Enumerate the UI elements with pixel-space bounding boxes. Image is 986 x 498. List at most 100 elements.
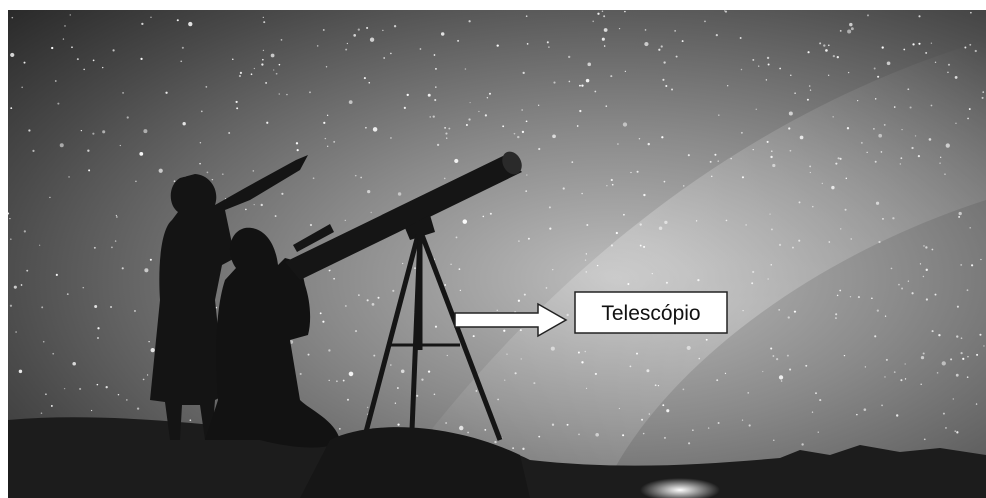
- star: [745, 224, 747, 226]
- star: [840, 30, 842, 32]
- star: [10, 238, 12, 240]
- star: [900, 379, 902, 381]
- star: [429, 116, 431, 118]
- star: [378, 297, 380, 299]
- star: [923, 276, 924, 277]
- star: [714, 154, 716, 156]
- star: [323, 122, 325, 124]
- star: [239, 75, 241, 77]
- star: [261, 63, 263, 65]
- star: [619, 408, 620, 409]
- star: [788, 127, 790, 129]
- star: [207, 171, 209, 173]
- star: [94, 247, 96, 249]
- star: [956, 431, 958, 433]
- star: [822, 183, 823, 184]
- star: [437, 144, 439, 146]
- star: [581, 361, 583, 363]
- star: [434, 99, 436, 101]
- star: [807, 99, 809, 101]
- star: [349, 100, 353, 104]
- star: [948, 64, 950, 66]
- star: [794, 311, 796, 313]
- star: [595, 373, 597, 375]
- star: [276, 73, 278, 75]
- star: [823, 44, 825, 46]
- star: [708, 427, 709, 428]
- star: [844, 355, 845, 356]
- star: [840, 228, 841, 229]
- star: [956, 335, 958, 337]
- star: [630, 366, 632, 368]
- star: [918, 43, 920, 45]
- star: [595, 433, 599, 437]
- star: [485, 114, 487, 116]
- star: [441, 32, 444, 35]
- star: [266, 122, 268, 124]
- star: [490, 213, 492, 215]
- star: [586, 79, 590, 83]
- star: [32, 150, 34, 152]
- star: [901, 287, 903, 289]
- star: [789, 369, 791, 371]
- star: [569, 81, 571, 83]
- star: [931, 105, 933, 107]
- star: [655, 384, 657, 386]
- star: [682, 389, 684, 391]
- star: [835, 313, 837, 315]
- star: [433, 115, 435, 117]
- star: [967, 289, 969, 291]
- star: [118, 394, 119, 395]
- star: [552, 424, 554, 426]
- star: [467, 432, 469, 434]
- star: [646, 369, 649, 372]
- star: [347, 43, 348, 44]
- star: [336, 380, 338, 382]
- star: [454, 159, 458, 163]
- star: [828, 45, 830, 47]
- star: [502, 125, 504, 127]
- star: [839, 290, 841, 292]
- star: [355, 175, 357, 177]
- star: [28, 129, 30, 131]
- star: [522, 131, 524, 133]
- star: [741, 69, 742, 70]
- star: [7, 213, 9, 215]
- star: [676, 56, 678, 58]
- star: [127, 116, 129, 118]
- star: [604, 28, 608, 32]
- star: [579, 110, 581, 112]
- star: [143, 379, 145, 381]
- star: [921, 384, 922, 385]
- star: [606, 185, 607, 186]
- star: [358, 29, 360, 31]
- star: [779, 375, 783, 379]
- star: [339, 428, 341, 430]
- star: [875, 98, 876, 99]
- star: [137, 407, 139, 409]
- star: [955, 430, 956, 431]
- star: [445, 422, 447, 424]
- star: [367, 407, 368, 408]
- star: [649, 413, 650, 414]
- star: [271, 54, 275, 58]
- star: [566, 314, 568, 316]
- star: [521, 109, 522, 110]
- star: [97, 384, 99, 386]
- star: [767, 141, 769, 143]
- star: [355, 330, 357, 332]
- star: [900, 157, 902, 159]
- star: [849, 23, 852, 26]
- star: [165, 92, 167, 94]
- star: [122, 92, 124, 94]
- star: [310, 224, 312, 226]
- star: [781, 380, 783, 382]
- star: [392, 290, 394, 292]
- star: [323, 29, 325, 31]
- star: [177, 19, 179, 21]
- star: [640, 223, 642, 225]
- star: [382, 30, 383, 31]
- star: [956, 374, 959, 377]
- star: [617, 143, 618, 144]
- star: [958, 216, 960, 218]
